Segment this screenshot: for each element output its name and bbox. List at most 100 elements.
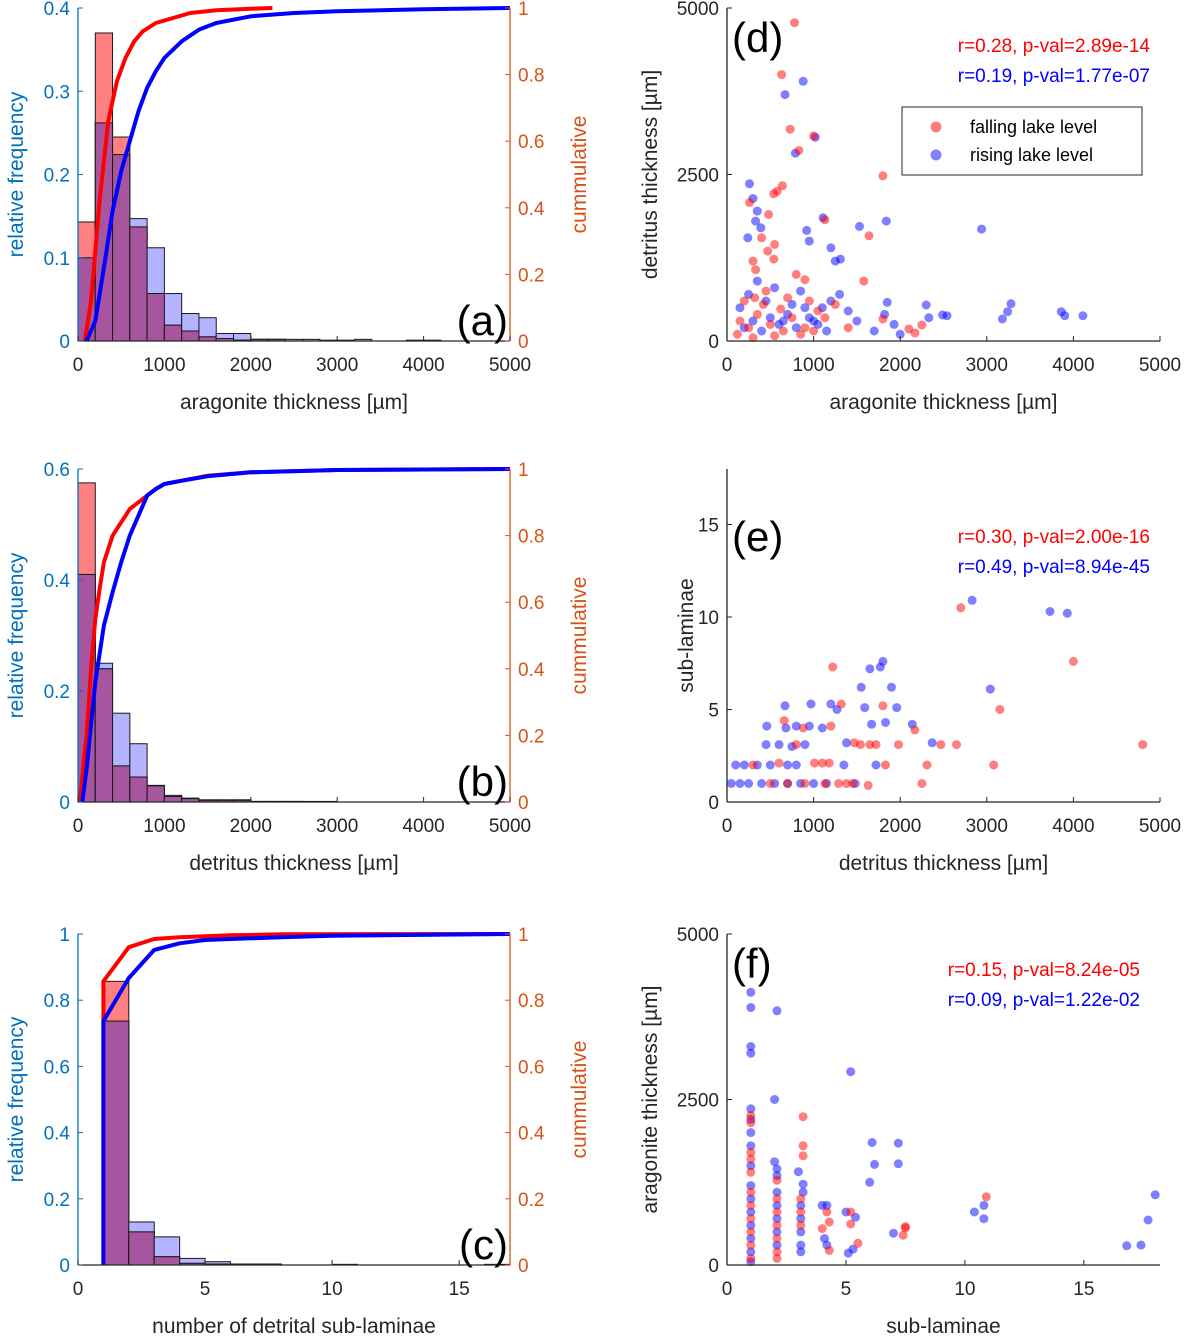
point-falling [809, 326, 819, 336]
point-rising [791, 760, 801, 770]
point-rising [881, 216, 891, 226]
panel-e: 0 5 10 15 sub-laminae r=0.30, p-val=2.00e-16 r… [675, 469, 1181, 875]
point-rising [809, 779, 819, 788]
point-rising [1060, 311, 1070, 321]
point-rising [826, 699, 836, 709]
point-falling [813, 306, 823, 316]
panel-f: 0 2500 5000 aragonite thickness [µm] r=0.15,… [639, 925, 1160, 1336]
point-falling [800, 323, 810, 333]
point-rising [870, 1159, 879, 1169]
point-rising [1143, 1215, 1153, 1225]
y-tick-label: 0 [708, 332, 719, 353]
x-tick-label: 4000 [402, 816, 444, 837]
point-rising [772, 1214, 782, 1224]
point-rising [796, 1247, 806, 1257]
y-tick-label-left: 0 [59, 1256, 70, 1277]
y-axis-label-left: relative frequency [5, 91, 28, 257]
point-falling [810, 758, 819, 768]
point-rising [746, 1048, 756, 1058]
y-tick-label-right: 0 [518, 332, 529, 353]
legend-box [901, 106, 1143, 176]
point-rising [781, 723, 791, 733]
point-falling [822, 1207, 832, 1217]
cumulative-line-rising [101, 932, 511, 1265]
point-falling [746, 1200, 756, 1210]
point-falling [746, 1167, 756, 1177]
point-falling [764, 210, 774, 219]
point-falling [735, 316, 745, 326]
x-tick-label: 3000 [316, 355, 358, 376]
point-rising [871, 760, 881, 770]
point-rising [1122, 1241, 1132, 1251]
point-rising [780, 701, 790, 711]
y-tick-label-left: 0.4 [44, 0, 71, 20]
panel-label: (a) [457, 297, 508, 344]
x-tick-label: 2000 [879, 816, 921, 837]
point-rising [969, 1207, 979, 1217]
point-rising [796, 1227, 806, 1237]
point-falling [796, 1207, 806, 1217]
point-rising [977, 224, 987, 234]
point-falling [796, 1194, 806, 1204]
point-falling [917, 320, 927, 330]
y-tick-label: 15 [698, 516, 719, 537]
legend-entry: falling lake level [970, 117, 1097, 137]
point-rising [921, 300, 931, 310]
y-tick-label-right: 0 [518, 1256, 529, 1277]
x-tick-label: 5000 [489, 816, 531, 837]
point-rising [979, 1200, 989, 1210]
point-falling [846, 1207, 856, 1217]
point-falling [981, 1192, 991, 1202]
point-rising [889, 1228, 898, 1238]
correlation-annotation: r=0.19, p-val=1.77e-07 [958, 66, 1150, 87]
point-rising [997, 314, 1007, 324]
point-rising [746, 1104, 756, 1114]
bar-overlap [181, 330, 200, 342]
x-tick-label: 1000 [143, 355, 185, 376]
point-falling [798, 1112, 808, 1122]
x-tick-label: 5000 [1139, 816, 1181, 837]
point-falling [798, 723, 808, 733]
y-axis-label: sub-laminae [675, 578, 698, 692]
x-axis-label: detritus thickness [µm] [189, 852, 398, 875]
x-tick-label: 10 [954, 1279, 975, 1300]
point-falling [989, 760, 999, 770]
point-falling [796, 1220, 806, 1230]
bar-overlap [128, 1231, 155, 1266]
y-axis-label-left: relative frequency [5, 552, 28, 718]
point-falling [878, 171, 888, 181]
point-rising [865, 664, 875, 674]
point-rising [761, 740, 771, 750]
point-rising [881, 718, 890, 727]
x-tick-label: 0 [73, 1279, 84, 1300]
point-falling [772, 1194, 782, 1204]
point-rising [731, 760, 741, 770]
point-rising [780, 90, 790, 100]
x-tick-label: 3000 [316, 816, 358, 837]
point-falling [855, 740, 865, 750]
point-rising [746, 1181, 756, 1191]
y-tick-label-right: 0.6 [518, 593, 544, 614]
point-falling [750, 293, 760, 303]
point-falling [746, 1227, 756, 1237]
point-falling [770, 331, 780, 341]
point-rising [893, 1138, 903, 1148]
panel-d: 0 2500 5000 detritus thickness [µm] r=0.28, … [639, 0, 1181, 414]
point-falling [898, 1230, 908, 1240]
point-rising [756, 223, 766, 233]
point-rising [813, 319, 823, 329]
point-falling [757, 233, 767, 243]
y-tick-label: 5000 [677, 925, 719, 946]
x-tick-label: 4000 [1052, 355, 1094, 376]
bar-overlap [102, 1020, 130, 1266]
y-axis-label: detritus thickness [µm] [639, 70, 662, 279]
legend-entry: rising lake level [970, 145, 1093, 165]
bar-overlap [112, 154, 131, 342]
y-tick-label-left: 0 [59, 332, 70, 353]
y-tick-label-left: 0.6 [44, 460, 70, 481]
y-tick-label-left: 1 [59, 925, 70, 946]
point-rising [924, 313, 934, 323]
point-falling [774, 758, 784, 768]
point-rising [892, 703, 902, 713]
